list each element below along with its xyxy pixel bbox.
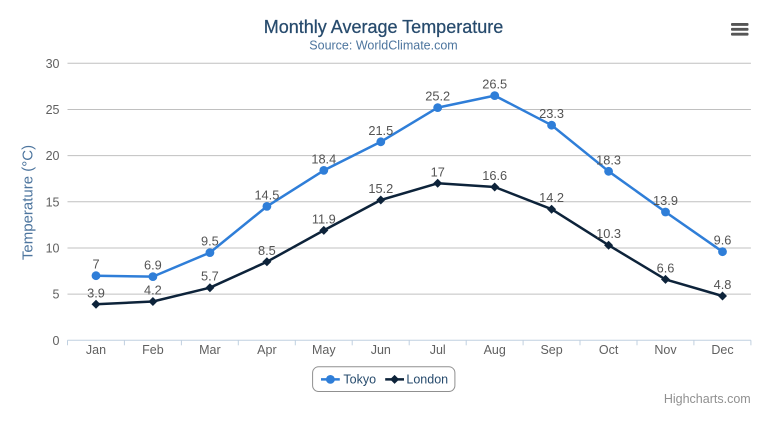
svg-text:Aug: Aug	[484, 343, 506, 357]
svg-text:17: 17	[431, 164, 445, 179]
svg-text:Apr: Apr	[257, 343, 276, 357]
svg-text:4.2: 4.2	[144, 283, 162, 298]
svg-text:8.5: 8.5	[258, 243, 276, 258]
svg-text:14.5: 14.5	[254, 187, 279, 202]
svg-text:0: 0	[53, 334, 60, 348]
svg-text:9.5: 9.5	[201, 234, 219, 249]
svg-text:15: 15	[46, 195, 60, 209]
svg-text:Jun: Jun	[371, 343, 391, 357]
svg-text:15.2: 15.2	[368, 181, 393, 196]
svg-text:Jan: Jan	[86, 343, 106, 357]
svg-text:Temperature (°C): Temperature (°C)	[20, 145, 37, 260]
svg-text:Feb: Feb	[142, 343, 164, 357]
svg-text:Mar: Mar	[199, 343, 221, 357]
svg-text:21.5: 21.5	[368, 123, 393, 138]
svg-text:5.7: 5.7	[201, 269, 219, 284]
svg-text:7: 7	[92, 257, 99, 272]
svg-text:18.4: 18.4	[311, 151, 336, 166]
svg-text:Source: WorldClimate.com: Source: WorldClimate.com	[309, 38, 457, 52]
svg-text:4.8: 4.8	[714, 277, 732, 292]
svg-text:Tokyo: Tokyo	[343, 372, 376, 386]
svg-text:6.6: 6.6	[657, 260, 675, 275]
svg-text:23.3: 23.3	[539, 106, 564, 121]
svg-text:25.2: 25.2	[425, 89, 450, 104]
svg-text:London: London	[406, 372, 448, 386]
svg-text:30: 30	[46, 57, 60, 71]
svg-text:26.5: 26.5	[482, 77, 507, 92]
svg-text:5: 5	[53, 288, 60, 302]
svg-text:25: 25	[46, 103, 60, 117]
svg-text:3.9: 3.9	[87, 285, 105, 300]
svg-text:May: May	[312, 343, 336, 357]
svg-text:18.3: 18.3	[596, 152, 621, 167]
svg-text:Highcharts.com: Highcharts.com	[664, 392, 751, 406]
svg-text:Jul: Jul	[430, 343, 446, 357]
svg-text:10.3: 10.3	[596, 226, 621, 241]
svg-text:Dec: Dec	[711, 343, 733, 357]
svg-text:20: 20	[46, 149, 60, 163]
svg-text:11.9: 11.9	[312, 211, 336, 226]
svg-text:16.6: 16.6	[482, 168, 507, 183]
svg-text:6.9: 6.9	[144, 258, 162, 273]
svg-text:Nov: Nov	[654, 343, 677, 357]
svg-text:Oct: Oct	[599, 343, 619, 357]
svg-text:14.2: 14.2	[539, 190, 564, 205]
svg-text:10: 10	[46, 242, 60, 256]
svg-text:9.6: 9.6	[714, 233, 732, 248]
svg-text:13.9: 13.9	[653, 193, 678, 208]
svg-text:Sep: Sep	[540, 343, 562, 357]
svg-text:Monthly Average Temperature: Monthly Average Temperature	[264, 17, 503, 37]
